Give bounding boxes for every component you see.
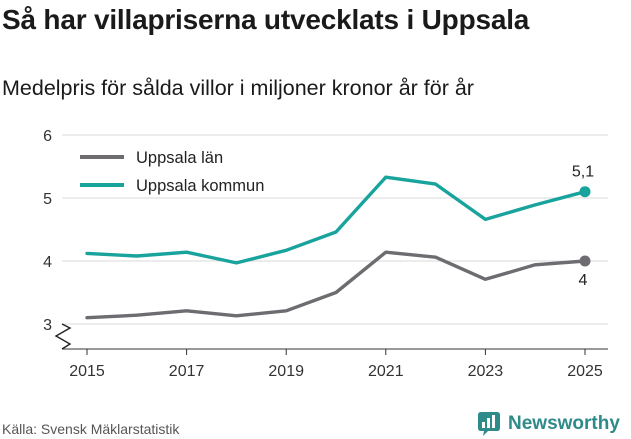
series-end-point: [579, 186, 591, 198]
series-line-uppsala-kommun: [85, 175, 587, 265]
x-tick-label: 2019: [268, 363, 304, 380]
y-tick-label: 6: [43, 128, 52, 145]
x-tick-label: 2025: [567, 363, 603, 380]
axis-break-icon: [54, 323, 72, 350]
y-tick-label: 3: [43, 317, 52, 334]
x-tick-label: 2015: [69, 363, 105, 380]
chart-bars-icon: [478, 412, 500, 436]
y-tick-label: 4: [43, 254, 52, 271]
series-line-uppsala-lan: [85, 250, 587, 320]
chart-title: Så har villapriserna utvecklats i Uppsal…: [2, 4, 530, 35]
x-tick-label: 2021: [368, 363, 404, 380]
series-end-point: [579, 255, 591, 267]
legend-label: Uppsala kommun: [136, 177, 264, 195]
y-tick-label: 5: [43, 191, 52, 208]
source-note: Källa: Svensk Mäklarstatistik: [2, 421, 180, 437]
x-tick-label: 2023: [468, 363, 504, 380]
data-label: 4: [579, 272, 588, 289]
brand-logo: Newsworthy: [476, 409, 620, 439]
line-chart: 3 4 5 6 2015 2017 2019 2021 2023 2025 4 5,1 Uppsala …: [43, 128, 608, 380]
data-label: 5,1: [572, 164, 594, 181]
legend-label: Uppsala län: [136, 149, 223, 167]
chart-subtitle: Medelpris för sålda villor i miljoner kr…: [2, 76, 474, 100]
x-tick-label: 2017: [169, 363, 205, 380]
brand-name: Newsworthy: [508, 413, 620, 434]
